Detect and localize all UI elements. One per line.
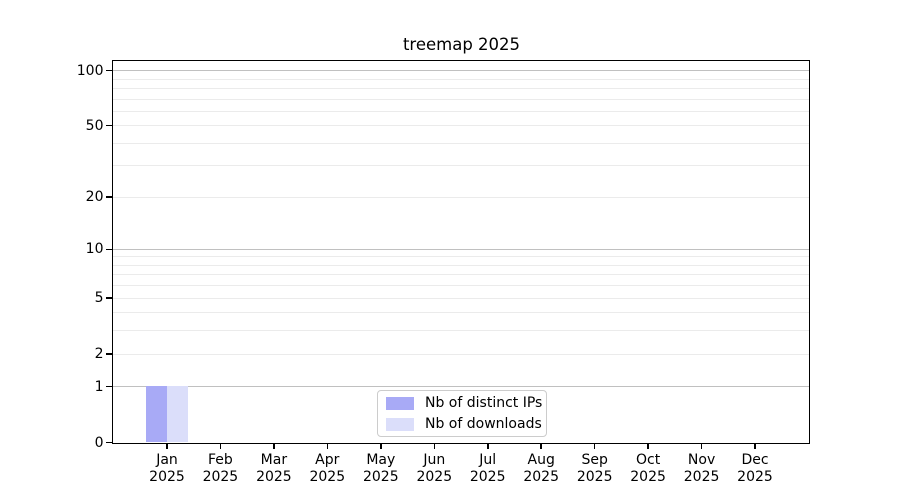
plot-area: [112, 60, 810, 444]
gridline-major: [113, 386, 809, 388]
y-tick-label: 50: [85, 117, 104, 134]
x-tick-label: Jul 2025: [469, 451, 506, 486]
gridline-minor: [113, 274, 809, 276]
x-tick-label: Oct 2025: [630, 451, 666, 486]
x-tick-label: Apr 2025: [309, 451, 346, 486]
gridline-minor: [113, 264, 809, 266]
x-tick-label: Dec 2025: [737, 451, 773, 486]
gridline-minor: [113, 87, 809, 89]
x-tick-mark: [326, 444, 329, 449]
y-tick-label: 0: [94, 434, 104, 451]
x-tick-mark: [647, 444, 649, 449]
x-tick-label: Aug 2025: [523, 451, 559, 486]
gridline-minor: [113, 125, 809, 127]
x-tick-label: May 2025: [362, 451, 399, 486]
x-tick-label: Jan 2025: [149, 451, 185, 486]
gridline-minor: [113, 312, 809, 314]
gridline-minor: [113, 256, 809, 258]
gridline-minor: [113, 98, 809, 100]
y-tick-label: 20: [85, 189, 104, 206]
y-tick-label: 1: [94, 378, 104, 395]
plot-inner: [113, 61, 809, 443]
x-tick-mark: [593, 444, 596, 449]
gridline-major: [113, 70, 809, 71]
y-tick-label: 100: [76, 62, 104, 79]
legend-label-distinct-ips: Nb of distinct IPs: [425, 395, 543, 411]
x-tick-mark: [273, 444, 275, 449]
x-tick-mark: [700, 444, 703, 449]
y-tick-label: 10: [85, 241, 104, 258]
legend-swatch-downloads-icon: [386, 417, 414, 431]
x-tick-mark: [380, 444, 382, 449]
gridline-minor: [113, 353, 809, 355]
gridline-minor: [113, 297, 809, 299]
gridline-minor: [113, 165, 809, 167]
gridline-minor: [113, 285, 809, 287]
gridline-minor: [113, 196, 809, 198]
x-tick-mark: [754, 444, 756, 449]
x-tick-label: Jun 2025: [416, 451, 453, 486]
bar-distinct-ips: [145, 386, 167, 442]
gridline-minor: [113, 330, 809, 332]
x-tick-label: Nov 2025: [683, 451, 720, 486]
x-tick-label: Sep 2025: [576, 451, 613, 486]
x-tick-mark: [166, 444, 168, 449]
gridline-major: [113, 248, 809, 250]
legend-swatch-distinct-ips-icon: [386, 396, 414, 410]
legend-item-distinct-ips: Nb of distinct IPs: [386, 394, 542, 412]
x-tick-label: Mar 2025: [256, 451, 292, 486]
x-tick-mark: [433, 444, 435, 449]
x-tick-mark: [487, 444, 489, 449]
gridline-minor: [113, 142, 809, 144]
y-tick-label: 2: [94, 346, 104, 362]
legend: Nb of distinct IPs Nb of downloads: [377, 390, 547, 437]
bar-downloads: [166, 386, 188, 442]
y-tick-label: 5: [94, 290, 104, 307]
legend-item-downloads: Nb of downloads: [386, 415, 542, 433]
x-tick-label: Feb 2025: [202, 451, 239, 486]
chart-title: treemap 2025: [402, 35, 521, 54]
gridline-minor: [113, 78, 809, 80]
gridline-minor: [113, 110, 809, 112]
x-tick-mark: [219, 444, 222, 449]
legend-label-downloads: Nb of downloads: [425, 416, 542, 432]
x-tick-mark: [540, 444, 542, 449]
